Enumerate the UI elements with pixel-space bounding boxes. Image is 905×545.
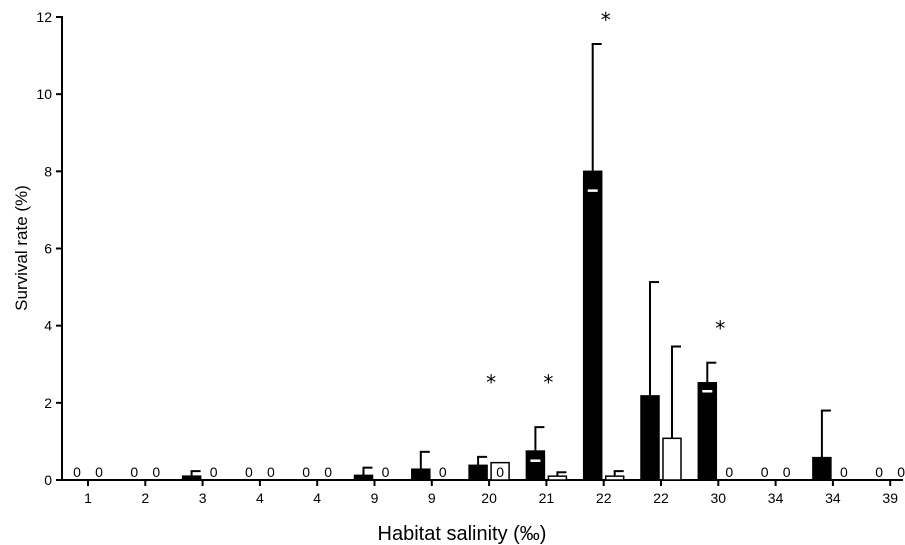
bar — [812, 456, 832, 481]
bar — [490, 461, 510, 481]
x-tick-label: 2 — [141, 490, 149, 506]
x-tick-label: 22 — [596, 490, 612, 506]
x-tick-label: 4 — [313, 490, 321, 506]
x-tick-label: 4 — [256, 490, 264, 506]
bar — [662, 437, 682, 481]
zero-label: 0 — [783, 464, 791, 480]
y-tick-label: 12 — [36, 9, 52, 25]
zero-label: 0 — [95, 464, 103, 480]
zero-label: 0 — [725, 464, 733, 480]
bar — [582, 170, 603, 481]
zero-label: 0 — [245, 464, 253, 480]
zero-label: 0 — [324, 464, 332, 480]
bar — [697, 382, 718, 481]
x-tick-label: 30 — [711, 490, 727, 506]
zero-label: 0 — [210, 464, 218, 480]
bar — [547, 475, 568, 481]
x-axis-title: Habitat salinity (‰) — [378, 523, 547, 545]
bar — [181, 475, 202, 481]
y-tick-label: 2 — [44, 395, 52, 411]
labels: 0 0 0 0 0 00 0 0 0 0 0 0 0 0 0 0 0* *** — [73, 8, 905, 480]
y-tick-label: 4 — [44, 318, 52, 334]
bar — [411, 468, 431, 481]
y-tick-label: 0 — [44, 472, 52, 488]
zero-label: 0 — [152, 464, 160, 480]
zero-label: 0 — [439, 464, 447, 480]
x-tick-label: 1 — [84, 490, 92, 506]
zero-label: 0 — [382, 464, 390, 480]
bar — [468, 464, 488, 481]
bars — [181, 43, 832, 481]
x-tick-label: 22 — [653, 490, 669, 506]
significance-star: * — [543, 371, 553, 395]
zero-label: 0 — [73, 464, 81, 480]
zero-label: 0 — [267, 464, 275, 480]
zero-label: 0 — [897, 464, 905, 480]
x-tick-label: 34 — [768, 490, 784, 506]
significance-star: * — [601, 8, 611, 32]
zero-label: 0 — [761, 464, 769, 480]
bar — [525, 450, 546, 481]
y-tick-label: 6 — [44, 241, 52, 257]
zero-label: 0 — [840, 464, 848, 480]
x-tick-label: 9 — [428, 490, 436, 506]
x-tick-label: 21 — [539, 490, 555, 506]
zero-label: 0 — [875, 464, 883, 480]
significance-star: * — [486, 371, 496, 395]
bar — [604, 475, 625, 481]
y-tick-label: 8 — [44, 163, 52, 179]
zero-label: 0 — [130, 464, 138, 480]
bar — [353, 474, 374, 481]
x-tick-label: 34 — [825, 490, 841, 506]
x-tick-label: 9 — [371, 490, 379, 506]
x-tick-label: 20 — [481, 490, 497, 506]
bar — [640, 395, 660, 481]
x-tick-label: 39 — [882, 490, 898, 506]
x-tick-label: 3 — [199, 490, 207, 506]
significance-star: * — [715, 317, 725, 341]
zero-label: 0 — [302, 464, 310, 480]
y-tick-label: 10 — [36, 86, 52, 102]
y-axis-title: Survival rate (%) — [12, 185, 31, 311]
zero-label: 0 — [496, 464, 504, 480]
